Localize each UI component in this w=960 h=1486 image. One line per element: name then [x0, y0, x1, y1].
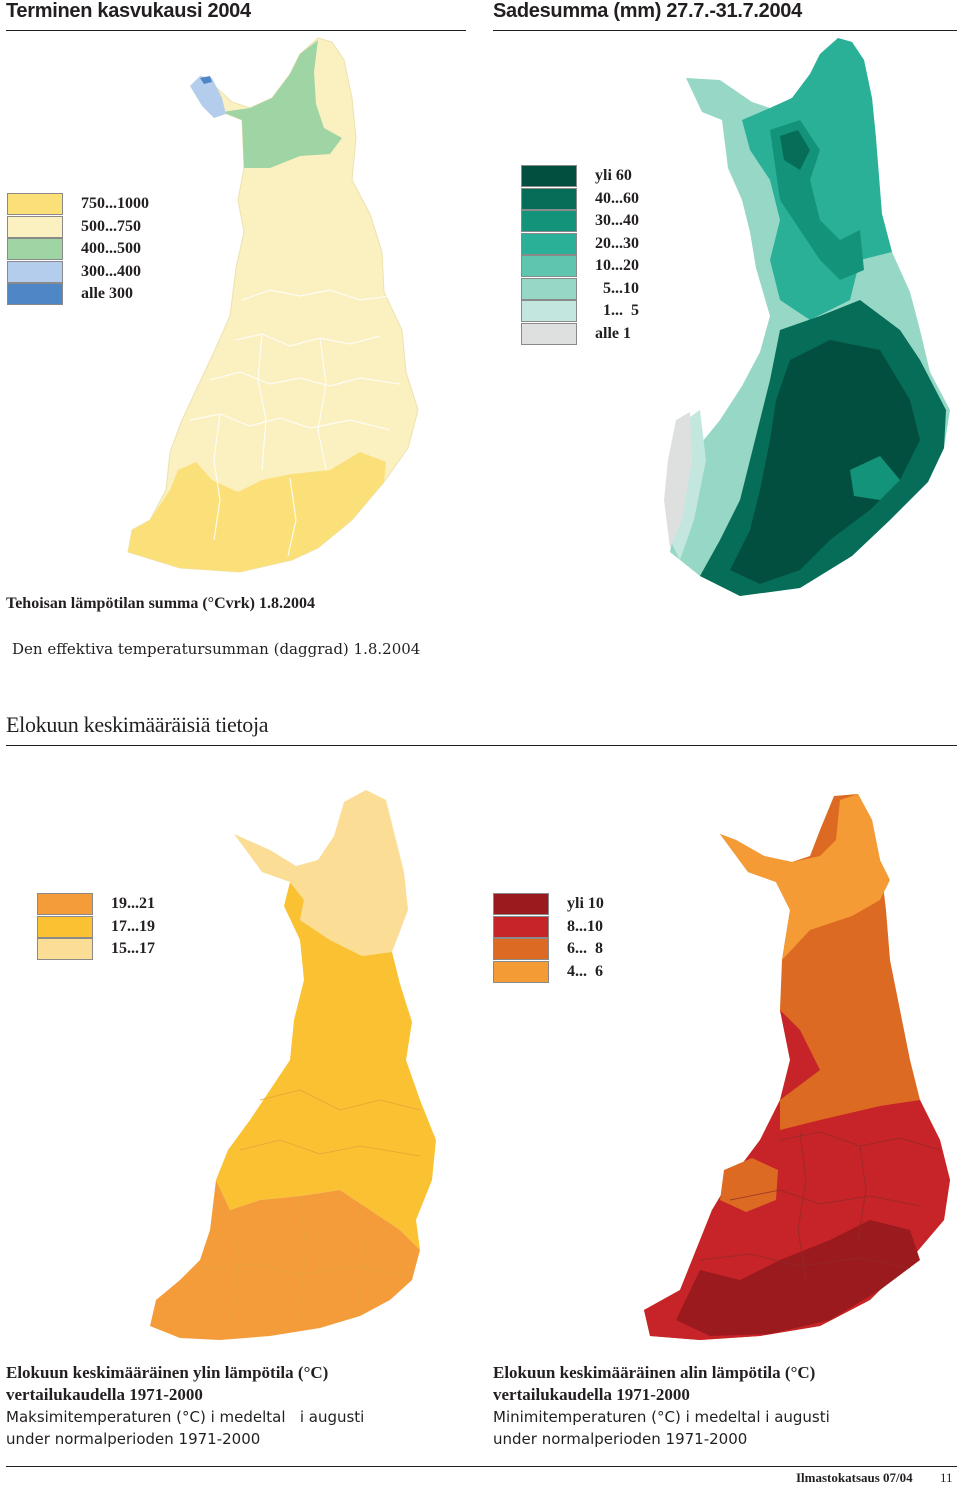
rainfall-legend-swatch — [521, 187, 577, 210]
growing-season-nw-core — [200, 76, 212, 84]
max-temp-legend-label: 17...19 — [111, 917, 155, 935]
min-temp-south-core — [676, 1220, 920, 1336]
growing-season-borders — [189, 289, 401, 557]
rainfall-north-core — [780, 130, 810, 170]
growing-season-nw-region — [190, 76, 226, 118]
growing-season-caption-sv: Den effektiva temperatursumman (daggrad)… — [12, 640, 421, 658]
min-temp-caption-line1: Elokuun keskimääräinen alin lämpötila (°… — [493, 1363, 816, 1382]
min-temp-legend-label: 4... 6 — [567, 962, 603, 980]
rainfall-legend-label: 30...40 — [595, 212, 639, 229]
min-temp-legend-swatch — [493, 893, 549, 915]
august-averages-title: Elokuun keskimääräisiä tietoja — [6, 712, 269, 737]
growing-season-caption-fi: Tehoisan lämpötilan summa (°Cvrk) 1.8.20… — [6, 595, 315, 612]
growing-season-title: Terminen kasvukausi 2004 — [6, 0, 251, 22]
growing-season-legend-label: 750...1000 — [81, 195, 149, 212]
growing-season-legend-swatch — [7, 283, 63, 305]
max-temp-middle-region — [216, 882, 436, 1250]
rainfall-legend-label: yli 60 — [595, 167, 632, 184]
rainfall-legend-label: 5...10 — [595, 279, 639, 297]
growing-season-legend-swatch — [7, 238, 63, 260]
min-temp-lake-inset — [720, 1158, 778, 1212]
max-temp-legend-swatch — [37, 915, 93, 938]
rainfall-south-core — [730, 340, 920, 584]
growing-season-legend-label: 300...400 — [81, 262, 141, 280]
rainfall-legend-swatch — [521, 165, 577, 187]
rainfall-legend-label: 1... 5 — [595, 302, 639, 319]
min-temp-map — [644, 794, 950, 1340]
rainfall-legend-swatch — [521, 300, 577, 322]
min-temp-legend-label: yli 10 — [567, 895, 604, 912]
growing-season-legend-swatch — [7, 215, 63, 238]
max-temp-caption-line2: vertailukaudella 1971-2000 — [6, 1385, 203, 1404]
min-temp-legend-label: 8...10 — [567, 917, 603, 935]
rainfall-west-dry — [664, 412, 692, 548]
rainfall-legend-label: 40...60 — [595, 189, 639, 207]
max-temp-legend-swatch — [37, 938, 93, 960]
rainfall-legend-label: 10...20 — [595, 257, 639, 274]
rainfall-legend-label: alle 1 — [595, 324, 631, 342]
rainfall-legend-swatch — [521, 210, 577, 232]
max-temp-borders — [199, 1089, 421, 1321]
title-rule-left — [6, 30, 466, 31]
rainfall-legend-swatch — [521, 277, 577, 300]
growing-season-legend-label: 400...500 — [81, 240, 141, 257]
growing-season-legend-swatch — [7, 260, 63, 283]
rainfall-title: Sadesumma (mm) 27.7.-31.7.2004 — [493, 0, 802, 22]
footer-page-number: 11 — [940, 1470, 953, 1485]
max-temp-map — [150, 790, 436, 1340]
min-temp-legend-swatch — [493, 960, 549, 983]
min-temp-north-region — [720, 794, 890, 960]
footer-publication: Ilmastokatsaus 07/04 — [796, 1470, 913, 1485]
min-temp-legend-label: 6... 8 — [567, 940, 603, 957]
footer-rule — [6, 1466, 957, 1467]
growing-season-legend-label: alle 300 — [81, 285, 133, 302]
max-temp-legend-label: 15...17 — [111, 940, 155, 957]
max-temp-south-region — [150, 1180, 420, 1340]
max-temp-caption-line4: under normalperioden 1971-2000 — [6, 1430, 261, 1448]
min-temp-legend-swatch — [493, 915, 549, 938]
min-temp-legend-swatch — [493, 938, 549, 960]
rainfall-east-inset — [850, 456, 900, 500]
rainfall-legend-label: 20...30 — [595, 234, 639, 252]
max-temp-caption-line3: Maksimitemperaturen (°C) i medeltal i au… — [6, 1408, 365, 1426]
max-temp-north-region — [234, 790, 408, 956]
max-temp-legend-swatch — [37, 893, 93, 915]
min-temp-caption-line2: vertailukaudella 1971-2000 — [493, 1385, 690, 1404]
growing-season-map — [127, 37, 419, 573]
rainfall-legend-swatch — [521, 232, 577, 255]
rainfall-legend-swatch — [521, 322, 577, 345]
growing-season-legend-swatch — [7, 193, 63, 215]
section-rule — [6, 745, 957, 746]
growing-season-north-region — [222, 40, 342, 168]
rainfall-map — [664, 38, 950, 596]
min-temp-caption-line4: under normalperioden 1971-2000 — [493, 1430, 748, 1448]
title-rule-right — [493, 30, 957, 31]
max-temp-legend-label: 19...21 — [111, 895, 155, 912]
max-temp-caption-line1: Elokuun keskimääräinen ylin lämpötila (°… — [6, 1363, 329, 1382]
rainfall-legend-swatch — [521, 255, 577, 277]
growing-season-south-region — [128, 452, 386, 572]
min-temp-caption-line3: Minimitemperaturen (°C) i medeltal i aug… — [493, 1408, 830, 1426]
growing-season-legend-label: 500...750 — [81, 217, 141, 235]
min-temp-borders — [699, 1131, 941, 1281]
